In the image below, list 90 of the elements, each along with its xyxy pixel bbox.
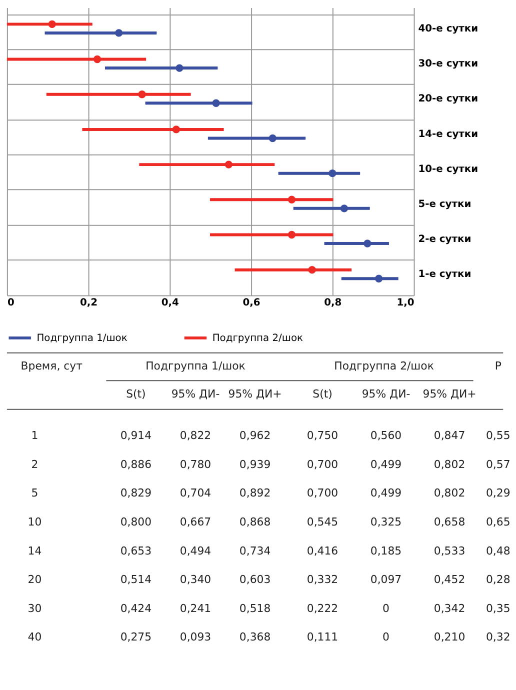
text: Время, сут <box>20 360 84 373</box>
text: 5 <box>31 486 38 500</box>
text: 0,57 <box>486 458 510 471</box>
text: 0,734 <box>239 544 271 558</box>
text: 0,914 <box>120 429 152 442</box>
text: 0,097 <box>370 573 402 586</box>
text: 0,32 <box>486 630 510 644</box>
text: S(t) <box>126 387 146 400</box>
text: 0,780 <box>180 458 212 471</box>
text: 0,275 <box>120 630 152 644</box>
text: 30 <box>28 602 42 615</box>
y-tick-label: 14-е сутки <box>418 128 478 140</box>
text: 0,653 <box>120 544 152 558</box>
text: 0,29 <box>486 486 510 500</box>
text: 0,802 <box>434 486 466 500</box>
text: 0 <box>382 630 390 644</box>
text: 0,962 <box>239 429 271 442</box>
y-tick-label: 30-е сутки <box>418 58 478 70</box>
text: 0,886 <box>120 458 152 471</box>
y-tick-label: 20-е сутки <box>418 94 478 105</box>
text: S(t) <box>312 387 332 400</box>
text: 0,560 <box>370 429 402 442</box>
text: 0,368 <box>239 630 271 644</box>
text: 2 <box>31 458 38 471</box>
text: 0,499 <box>370 486 402 500</box>
text: 0,241 <box>180 602 212 615</box>
text: 0,325 <box>370 515 402 528</box>
text: 10 <box>28 515 42 528</box>
y-tick-label: 5-е сутки <box>418 199 472 210</box>
x-tick-label: 0,4 <box>161 298 180 309</box>
text: 0,416 <box>306 544 338 558</box>
text: 20 <box>28 573 42 586</box>
text: 0,65 <box>486 515 510 528</box>
text: 0,35 <box>486 602 510 615</box>
text: 0,704 <box>180 486 212 500</box>
text: 40 <box>28 630 42 644</box>
text: Подгруппа 1/шок <box>146 360 246 373</box>
text: 0,518 <box>239 602 271 615</box>
text: 0 <box>382 602 390 615</box>
x-tick-label: 0,6 <box>242 298 260 309</box>
text: 0,700 <box>306 486 338 500</box>
text: 0,55 <box>486 429 510 442</box>
text: 0,939 <box>239 458 271 471</box>
text: 1 <box>31 429 38 442</box>
text: 0,533 <box>434 544 466 558</box>
y-tick-label: 2-е сутки <box>418 234 472 246</box>
text: 0,332 <box>306 573 338 586</box>
text: 0,829 <box>120 486 152 500</box>
text: 0,700 <box>306 458 338 471</box>
text: 95% ДИ- <box>362 387 410 400</box>
x-tick-label: 0 <box>7 298 14 309</box>
text: 0,340 <box>180 573 212 586</box>
text: 0,111 <box>306 630 338 644</box>
text: 0,822 <box>180 429 212 442</box>
text: 0,222 <box>306 602 338 615</box>
text: 0,499 <box>370 458 402 471</box>
text: 0,847 <box>434 429 466 442</box>
text: 0,667 <box>180 515 212 528</box>
text: 0,514 <box>120 573 152 586</box>
y-tick-label: 1-е сутки <box>418 269 472 280</box>
text: 0,802 <box>434 458 466 471</box>
text: 95% ДИ- <box>171 387 220 400</box>
text: Подгруппа 2/шок <box>334 360 434 373</box>
text: 0,48 <box>486 544 510 558</box>
text: 0,452 <box>434 573 466 586</box>
text: 95% ДИ+ <box>228 387 282 400</box>
text: 0,545 <box>306 515 338 528</box>
text: 0,494 <box>180 544 212 558</box>
text: 0,210 <box>434 630 466 644</box>
text: 0,603 <box>239 573 271 586</box>
y-tick-label: 10-е сутки <box>418 164 478 175</box>
x-tick-label: 0,8 <box>324 298 342 309</box>
text: 0,800 <box>120 515 152 528</box>
text: 0,750 <box>306 429 338 442</box>
text: 0,093 <box>180 630 212 644</box>
text: 0,424 <box>120 602 152 615</box>
text: 0,28 <box>486 573 510 586</box>
text: 0,868 <box>239 515 271 528</box>
text: 14 <box>28 544 42 558</box>
text: 0,658 <box>434 515 466 528</box>
text: 95% ДИ+ <box>422 387 476 400</box>
legend-label: Подгруппа 2/шок <box>212 332 304 344</box>
y-tick-label: 40-е сутки <box>418 24 478 35</box>
text: 0,342 <box>434 602 466 615</box>
text: 0,892 <box>239 486 271 500</box>
legend-label: Подгруппа 1/шок <box>36 332 128 344</box>
text: P <box>494 360 502 373</box>
x-tick-label: 0,2 <box>80 298 98 309</box>
x-tick-label: 1,0 <box>396 298 414 309</box>
text: 0,185 <box>370 544 402 558</box>
